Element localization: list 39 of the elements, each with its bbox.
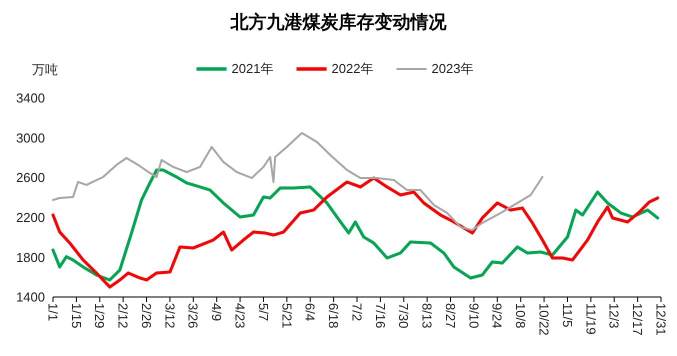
x-tick-label: 11/19: [583, 303, 598, 335]
x-tick-label: 3/12: [162, 303, 178, 328]
y-tick-label: 2600: [16, 170, 45, 186]
legend-label: 2021年: [232, 61, 274, 76]
x-tick-label: 5/21: [279, 303, 294, 328]
x-tick-label: 1/15: [68, 303, 84, 328]
x-tick-label: 10/22: [536, 303, 552, 336]
x-tick-label: 1/1: [45, 303, 60, 322]
x-tick-label: 8/27: [442, 303, 458, 328]
y-tick-label: 1800: [16, 250, 45, 265]
x-tick-label: 12/17: [630, 303, 646, 336]
x-tick-label: 4/9: [209, 303, 224, 322]
x-tick-label: 9/10: [466, 303, 482, 328]
legend-label: 2022年: [332, 61, 374, 76]
x-tick-label: 3/26: [186, 303, 201, 328]
legend-label: 2023年: [432, 61, 474, 76]
x-tick-label: 7/30: [396, 303, 412, 328]
x-tick-label: 2/12: [116, 303, 131, 328]
x-tick-label: 1/29: [92, 303, 108, 328]
y-tick-label: 1400: [16, 290, 45, 305]
y-axis-title: 万吨: [32, 62, 58, 77]
x-tick-label: 2/26: [138, 303, 154, 328]
x-tick-label: 9/24: [490, 303, 505, 328]
y-tick-label: 3400: [16, 90, 45, 106]
line-series: [52, 132, 544, 232]
x-tick-label: 4/23: [232, 303, 248, 328]
x-tick-label: 10/8: [513, 303, 528, 328]
x-tick-label: 6/18: [326, 303, 342, 328]
x-tick-label: 7/16: [372, 303, 388, 328]
x-tick-label: 12/31: [653, 303, 668, 336]
x-tick-label: 7/2: [349, 303, 364, 322]
y-tick-label: 3000: [16, 130, 45, 146]
y-tick-label: 2200: [16, 210, 45, 225]
x-tick-label: 8/13: [420, 303, 435, 328]
x-tick-label: 12/3: [606, 303, 622, 328]
x-tick-label: 6/4: [302, 303, 318, 322]
x-tick-label: 5/7: [256, 303, 271, 322]
chart-title: 北方九港煤炭库存变动情况: [230, 12, 448, 32]
x-tick-label: 11/5: [560, 303, 575, 328]
